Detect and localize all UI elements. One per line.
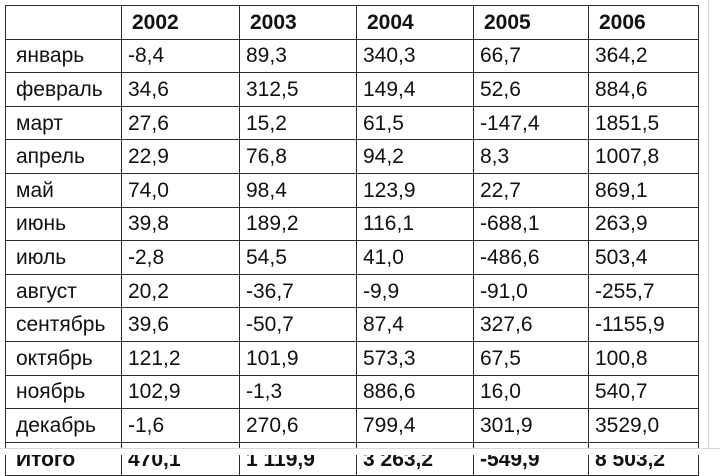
cell-y2005[interactable]: 2005 (473, 5, 589, 40)
cell-y2006[interactable]: -255,7 (588, 273, 699, 309)
cell-label[interactable]: март (5, 105, 122, 141)
cell-y2005[interactable]: 8,3 (473, 139, 589, 174)
table-row: апрель 22,9 76,8 94,2 8,3 1007,8 (5, 139, 699, 174)
cell-y2006[interactable]: 884,6 (588, 72, 699, 107)
cell-y2004[interactable]: 123,9 (356, 172, 474, 208)
cell-y2004[interactable]: 886,6 (356, 374, 474, 410)
table-row: декабрь -1,6 270,6 799,4 301,9 3529,0 (5, 408, 699, 443)
next-row-gridline (0, 448, 720, 455)
cell-label[interactable]: август (5, 273, 122, 309)
cell-y2003[interactable]: 89,3 (239, 38, 357, 74)
cell-y2006[interactable]: 1851,5 (588, 105, 699, 141)
cell-y2002[interactable]: 102,9 (121, 374, 240, 410)
cell-y2005[interactable]: 16,0 (473, 374, 589, 410)
cell-y2003[interactable]: 312,5 (239, 72, 357, 107)
cell-y2003[interactable]: -36,7 (239, 273, 357, 309)
table-row: июль -2,8 54,5 41,0 -486,6 503,4 (5, 240, 699, 275)
cell-label[interactable]: октябрь (5, 340, 122, 376)
cell-y2003[interactable]: -1,3 (239, 374, 357, 410)
cell-y2005[interactable]: 301,9 (473, 408, 589, 443)
cell-y2003[interactable]: 2003 (239, 5, 357, 40)
cell-label[interactable]: февраль (5, 72, 122, 107)
table-row: май 74,0 98,4 123,9 22,7 869,1 (5, 172, 699, 208)
cell-y2004[interactable]: 573,3 (356, 340, 474, 376)
cell-y2003[interactable]: 15,2 (239, 105, 357, 141)
cell-y2002[interactable]: 74,0 (121, 172, 240, 208)
cell-y2006[interactable]: 540,7 (588, 374, 699, 410)
cell-y2004[interactable]: 41,0 (356, 240, 474, 275)
cell-y2002[interactable]: 34,6 (121, 72, 240, 107)
cell-y2005[interactable]: -91,0 (473, 273, 589, 309)
cell-y2002[interactable]: -2,8 (121, 240, 240, 275)
cell-y2002[interactable]: 39,6 (121, 307, 240, 342)
cell-y2003[interactable]: 189,2 (239, 206, 357, 242)
cell-label[interactable]: май (5, 172, 122, 208)
cell-y2005[interactable]: -147,4 (473, 105, 589, 141)
cell-y2003[interactable]: 270,6 (239, 408, 357, 443)
cell-y2006[interactable]: -1155,9 (588, 307, 699, 342)
cell-y2006[interactable]: 869,1 (588, 172, 699, 208)
cell-y2004[interactable]: 94,2 (356, 139, 474, 174)
table-row: февраль 34,6 312,5 149,4 52,6 884,6 (5, 72, 699, 107)
cell-y2005[interactable]: 22,7 (473, 172, 589, 208)
cell-y2002[interactable]: 22,9 (121, 139, 240, 174)
cell-y2002[interactable]: -8,4 (121, 38, 240, 74)
cell-label[interactable]: ноябрь (5, 374, 122, 410)
cell-label[interactable]: декабрь (5, 408, 122, 443)
cell-y2003[interactable]: -50,7 (239, 307, 357, 342)
cell-y2006[interactable]: 100,8 (588, 340, 699, 376)
cell-y2002[interactable]: 20,2 (121, 273, 240, 309)
data-table: 2002 2003 2004 2005 2006 январь -8,4 89,3 340,3 6… (5, 5, 699, 476)
cell-y2003[interactable]: 101,9 (239, 340, 357, 376)
table-row: август 20,2 -36,7 -9,9 -91,0 -255,7 (5, 273, 699, 309)
cell-y2004[interactable]: 340,3 (356, 38, 474, 74)
header-row: 2002 2003 2004 2005 2006 (5, 5, 699, 40)
cell-label[interactable]: июнь (5, 206, 122, 242)
cell-y2004[interactable]: 2004 (356, 5, 474, 40)
cell-y2006[interactable]: 503,4 (588, 240, 699, 275)
table-row: сентябрь 39,6 -50,7 87,4 327,6 -1155,9 (5, 307, 699, 342)
table-row: март 27,6 15,2 61,5 -147,4 1851,5 (5, 105, 699, 141)
cell-y2004[interactable]: 61,5 (356, 105, 474, 141)
cell-label[interactable]: июль (5, 240, 122, 275)
cell-y2006[interactable]: 1007,8 (588, 139, 699, 174)
table-row: январь -8,4 89,3 340,3 66,7 364,2 (5, 38, 699, 74)
cell-y2002[interactable]: 121,2 (121, 340, 240, 376)
cell-label[interactable]: январь (5, 38, 122, 74)
cell-y2005[interactable]: 67,5 (473, 340, 589, 376)
cell-y2006[interactable]: 2006 (588, 5, 699, 40)
cell-y2002[interactable]: -1,6 (121, 408, 240, 443)
cell-y2004[interactable]: 116,1 (356, 206, 474, 242)
cell-y2002[interactable]: 39,8 (121, 206, 240, 242)
cell-y2003[interactable]: 98,4 (239, 172, 357, 208)
cell-label[interactable]: сентябрь (5, 307, 122, 342)
cell-y2006[interactable]: 3529,0 (588, 408, 699, 443)
cell-y2005[interactable]: 327,6 (473, 307, 589, 342)
cell-y2006[interactable]: 263,9 (588, 206, 699, 242)
cell-label[interactable]: апрель (5, 139, 122, 174)
cell-y2006[interactable]: 364,2 (588, 38, 699, 74)
cell-y2005[interactable]: 52,6 (473, 72, 589, 107)
cell-y2004[interactable]: 799,4 (356, 408, 474, 443)
cell-y2004[interactable]: 149,4 (356, 72, 474, 107)
table-row: октябрь 121,2 101,9 573,3 67,5 100,8 (5, 340, 699, 376)
cell-y2004[interactable]: -9,9 (356, 273, 474, 309)
cell-y2002[interactable]: 27,6 (121, 105, 240, 141)
cell-y2005[interactable]: -486,6 (473, 240, 589, 275)
table-row: июнь 39,8 189,2 116,1 -688,1 263,9 (5, 206, 699, 242)
cell-y2003[interactable]: 54,5 (239, 240, 357, 275)
cell-label[interactable] (5, 5, 122, 40)
cell-y2003[interactable]: 76,8 (239, 139, 357, 174)
cell-y2002[interactable]: 2002 (121, 5, 240, 40)
table-row: ноябрь 102,9 -1,3 886,6 16,0 540,7 (5, 374, 699, 410)
next-column-gridline (708, 0, 720, 454)
cell-y2004[interactable]: 87,4 (356, 307, 474, 342)
cell-y2005[interactable]: 66,7 (473, 38, 589, 74)
cell-y2005[interactable]: -688,1 (473, 206, 589, 242)
